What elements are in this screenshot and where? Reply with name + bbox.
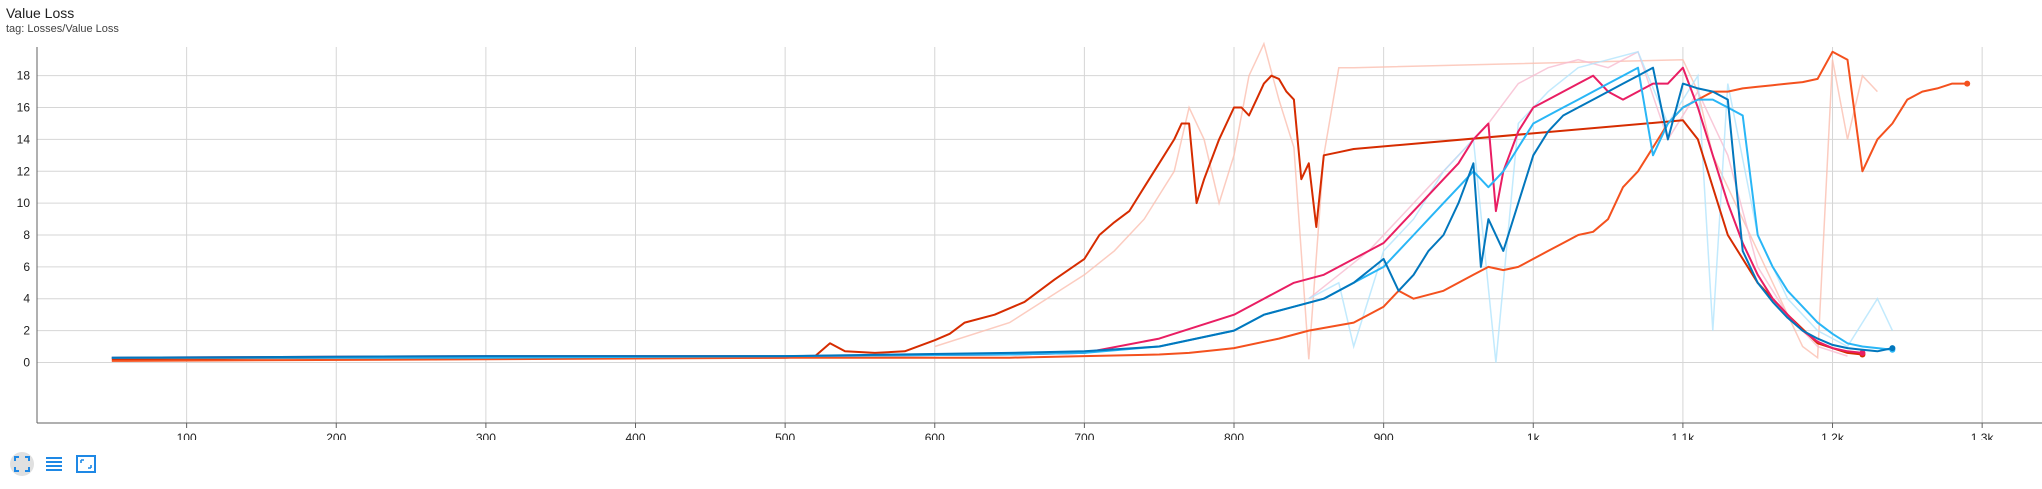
expand-icon [76,455,96,473]
y-tick-label: 12 [17,164,31,178]
fit-domain-button[interactable] [10,452,34,476]
y-tick-label: 6 [23,260,30,274]
y-tick-label: 16 [17,101,31,115]
series-endpoint [1889,345,1896,352]
x-tick-label: 400 [625,431,645,440]
fit-to-data-icon [14,456,30,472]
line-chart[interactable]: 100 200 300 400 500 600 700 800 900 1k 1.1k 1.2k 1.3… [0,0,2042,440]
raw-series-line [934,41,1878,360]
x-tick-label: 1.3k [1971,431,1995,440]
series-line [111,66,1893,359]
x-tick-label: 1.2k [1821,431,1845,440]
x-tick-label: 900 [1374,431,1394,440]
toggle-log-button[interactable] [42,452,66,476]
x-tick-label: 700 [1074,431,1094,440]
series-endpoint [1964,80,1971,87]
y-tick-label: 4 [23,292,30,306]
y-tick-label: 2 [23,324,30,338]
y-tick-label: 10 [17,196,31,210]
y-tick-label: 8 [23,228,30,242]
list-lines-icon [46,457,62,471]
x-tick-label: 800 [1224,431,1244,440]
raw-series-line [1308,50,1894,363]
y-tick-label: 14 [17,132,31,146]
card-header: Value Loss tag: Losses/Value Loss [6,4,119,36]
card-tag: tag: Losses/Value Loss [6,23,119,35]
series-line [111,50,1968,362]
card-title: Value Loss [6,5,75,21]
x-tick-label: 1.1k [1672,431,1696,440]
x-tick-label: 1k [1527,431,1541,440]
series-endpoint [1859,349,1866,356]
x-tick-label: 600 [925,431,945,440]
x-tick-label: 300 [476,431,496,440]
series-line [111,66,1893,359]
chart-toolbar [10,452,98,476]
series-line [111,74,1863,361]
expand-chart-button[interactable] [74,452,98,476]
x-tick-label: 200 [326,431,346,440]
series-line [111,66,1863,359]
x-tick-label: 100 [177,431,197,440]
y-tick-label: 18 [17,69,31,83]
x-tick-label: 500 [775,431,795,440]
raw-series-line [1308,50,1848,357]
y-tick-label: 0 [23,355,30,369]
